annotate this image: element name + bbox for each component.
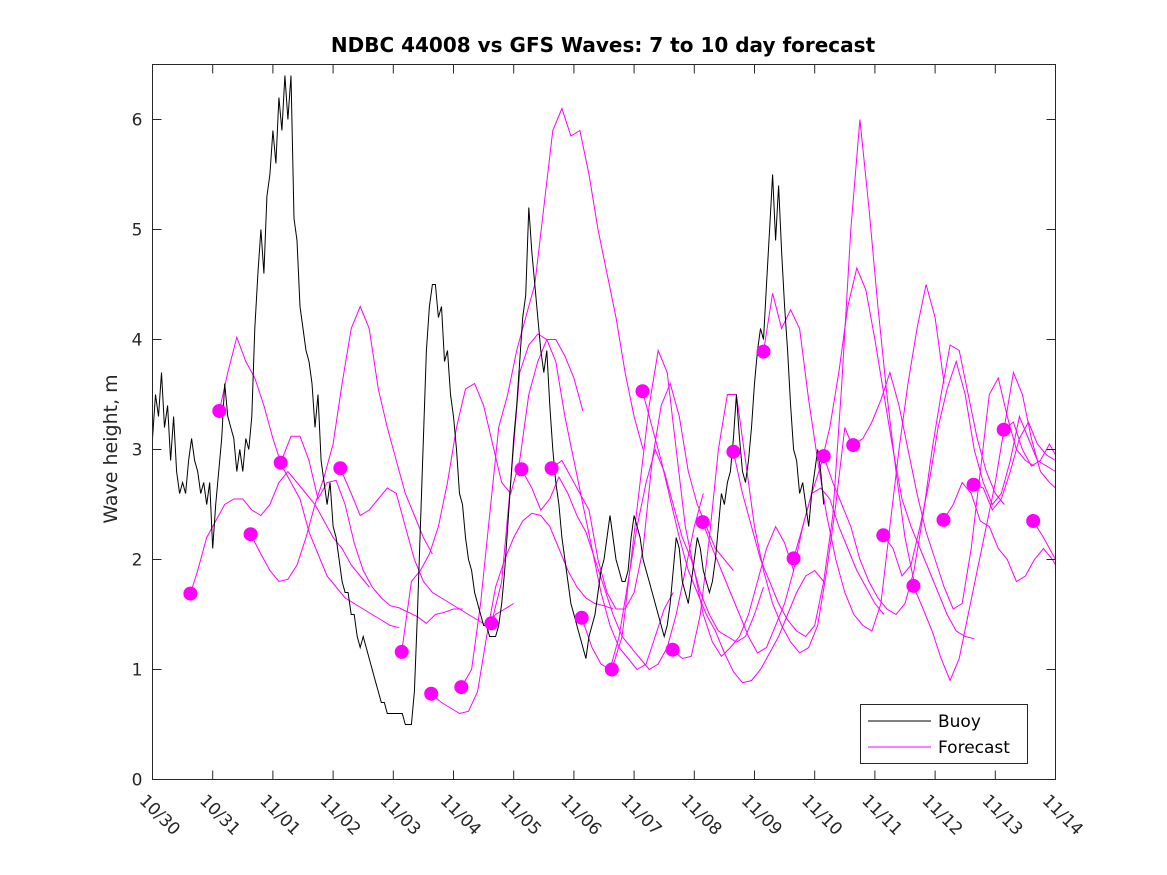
forecast-line	[339, 468, 514, 627]
forecast-line	[189, 470, 370, 594]
forecast-start-point	[996, 422, 1011, 437]
forecast-line	[973, 420, 1056, 511]
forecast-start-point	[484, 616, 499, 631]
x-tick-label: 10/31	[195, 791, 244, 840]
y-axis-label: Wave height, m	[100, 374, 122, 523]
forecast-start-point	[816, 449, 831, 464]
forecast-start-point	[273, 455, 288, 470]
x-tick-label: 11/03	[376, 791, 425, 840]
forecast-start-point	[243, 527, 258, 542]
forecast-start-point	[846, 438, 861, 453]
legend-buoy-label: Buoy	[938, 712, 981, 732]
y-tick-label: 0	[132, 771, 143, 791]
forecast-line	[460, 107, 644, 688]
forecast-line	[1032, 520, 1056, 560]
x-tick-label: 11/12	[918, 791, 967, 840]
forecast-line	[521, 469, 704, 671]
forecast-start-point	[876, 528, 891, 543]
forecast-start-point	[966, 477, 981, 492]
axes-box	[152, 64, 1056, 780]
forecast-start-point	[604, 662, 619, 677]
y-tick-label: 4	[132, 331, 143, 351]
forecast-line	[672, 394, 855, 660]
forecast-line	[280, 435, 463, 624]
x-tick-label: 10/30	[135, 791, 184, 840]
y-tick-label: 2	[132, 551, 143, 571]
forecast-line	[490, 333, 674, 671]
forecast-line	[912, 370, 1056, 682]
y-tick-label: 6	[132, 111, 143, 131]
y-axis-ticks: 0 1 2 3 4 5 6	[132, 111, 1056, 791]
forecast-start-point	[454, 680, 469, 695]
forecast-line	[218, 335, 400, 629]
forecast-start-dots	[183, 344, 1041, 701]
buoy-line-group	[152, 75, 825, 725]
x-tick-label: 11/13	[978, 791, 1027, 840]
x-tick-label: 11/05	[496, 791, 545, 840]
forecast-start-point	[786, 551, 801, 566]
x-tick-label: 11/01	[255, 791, 304, 840]
forecast-start-point	[695, 515, 710, 530]
x-tick-label: 11/09	[737, 791, 786, 840]
legend-box	[860, 704, 1028, 764]
y-tick-label: 1	[132, 661, 143, 681]
legend: Buoy Forecast	[860, 704, 1028, 764]
buoy-line	[152, 75, 825, 725]
forecast-line	[1003, 421, 1056, 467]
x-tick-label: 11/14	[1038, 791, 1087, 840]
forecast-start-point	[726, 444, 741, 459]
x-tick-label: 11/11	[857, 791, 906, 840]
chart-title: NDBC 44008 vs GFS Waves: 7 to 10 day for…	[331, 33, 876, 57]
forecast-lines	[189, 107, 1056, 715]
x-tick-label: 11/06	[556, 791, 605, 840]
forecast-line	[642, 391, 825, 684]
forecast-start-point	[333, 461, 348, 476]
forecast-line	[732, 119, 915, 638]
forecast-line	[611, 348, 795, 670]
forecast-start-point	[544, 461, 559, 476]
forecast-line	[581, 447, 764, 671]
forecast-start-point	[936, 512, 951, 527]
forecast-start-point	[635, 384, 650, 399]
forecast-start-point	[212, 404, 227, 418]
y-tick-label: 5	[132, 221, 143, 241]
forecast-start-point	[514, 462, 529, 477]
forecast-line	[551, 381, 734, 610]
plot-area	[152, 75, 1056, 725]
legend-forecast-label: Forecast	[938, 738, 1010, 758]
x-tick-label: 11/08	[677, 791, 726, 840]
forecast-start-point	[574, 610, 589, 625]
forecast-line	[702, 487, 885, 654]
forecast-line	[401, 339, 584, 652]
forecast-start-point	[394, 644, 409, 659]
y-tick-label: 3	[132, 441, 143, 461]
x-tick-label: 11/07	[617, 791, 666, 840]
forecast-start-point	[756, 344, 771, 359]
forecast-start-point	[665, 642, 680, 657]
forecast-start-point	[1026, 514, 1041, 528]
forecast-line	[943, 481, 1056, 583]
x-tick-label: 11/02	[316, 791, 365, 840]
forecast-line	[852, 370, 1035, 610]
forecast-line	[882, 359, 1056, 578]
forecast-line	[763, 284, 945, 632]
forecast-line	[250, 305, 433, 583]
forecast-start-point	[183, 586, 198, 601]
x-tick-label: 11/10	[797, 791, 846, 840]
x-tick-label: 11/04	[436, 791, 485, 840]
forecast-line	[823, 344, 1005, 616]
forecast-line	[430, 512, 614, 715]
forecast-start-point	[424, 686, 439, 701]
forecast-start-point	[906, 578, 921, 593]
